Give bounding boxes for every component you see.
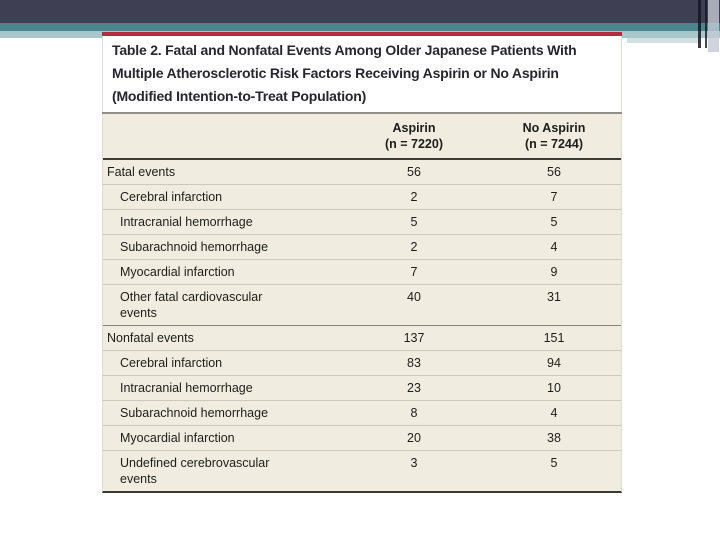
- column-header-aspirin: Aspirin (n = 7220): [384, 121, 443, 151]
- table-row: Cerebral infarction 2 7: [103, 184, 621, 209]
- table-row: Intracranial hemorrhage 23 10: [103, 375, 621, 400]
- table-red-accent-rule: [102, 32, 622, 36]
- row-value-no-aspirin: 4: [550, 406, 558, 420]
- row-value-no-aspirin: 94: [547, 356, 561, 370]
- row-label: Cerebral infarction: [120, 356, 223, 370]
- row-value-no-aspirin: 38: [547, 431, 561, 445]
- table-header-row: Aspirin (n = 7220) No Aspirin (n = 7244): [103, 114, 621, 160]
- row-label: Myocardial infarction: [120, 265, 235, 279]
- row-value-aspirin: 3: [410, 456, 418, 470]
- row-label: Subarachnoid hemorrhage: [120, 240, 269, 254]
- row-label: Intracranial hemorrhage: [120, 381, 253, 395]
- row-label: Nonfatal events: [107, 331, 194, 345]
- row-label: Fatal events: [107, 165, 176, 179]
- row-label: Myocardial infarction: [120, 431, 235, 445]
- table-title: Table 2. Fatal and Nonfatal Events Among…: [102, 36, 622, 112]
- secondary-accent-stripe: [627, 38, 699, 43]
- row-value-no-aspirin: 5: [550, 456, 558, 470]
- row-value-aspirin: 83: [407, 356, 421, 370]
- table-figure: Table 2. Fatal and Nonfatal Events Among…: [102, 32, 622, 493]
- row-label: Subarachnoid hemorrhage: [120, 406, 269, 420]
- slide-top-bar: [0, 0, 720, 23]
- row-value-no-aspirin: 4: [550, 240, 558, 254]
- table-row: Subarachnoid hemorrhage 2 4: [103, 234, 621, 259]
- table-row: Fatal events 56 56: [103, 160, 621, 184]
- row-label: Cerebral infarction: [120, 190, 223, 204]
- row-value-aspirin: 8: [410, 406, 418, 420]
- table-row: Undefined cerebrovascular events 3 5: [103, 450, 621, 491]
- row-value-aspirin: 137: [403, 331, 425, 345]
- table-row: Other fatal cardiovascular events 40 31: [103, 284, 621, 325]
- table-body: Fatal events 56 56 Cerebral infarction 2…: [103, 160, 621, 491]
- row-value-aspirin: 23: [407, 381, 421, 395]
- row-value-aspirin: 7: [410, 265, 418, 279]
- row-value-aspirin: 5: [410, 215, 418, 229]
- row-value-no-aspirin: 56: [547, 165, 561, 179]
- row-value-no-aspirin: 9: [550, 265, 558, 279]
- row-value-no-aspirin: 31: [547, 290, 561, 304]
- row-value-no-aspirin: 10: [547, 381, 561, 395]
- table-row: Intracranial hemorrhage 5 5: [103, 209, 621, 234]
- table-row: Myocardial infarction 20 38: [103, 425, 621, 450]
- row-label: Intracranial hemorrhage: [120, 215, 253, 229]
- vertical-accent-line: [705, 0, 707, 48]
- row-label: Other fatal cardiovascular events: [120, 290, 263, 320]
- row-value-aspirin: 56: [407, 165, 421, 179]
- header-spacer: [103, 120, 341, 152]
- table-row: Nonfatal events 137 151: [103, 325, 621, 350]
- row-value-aspirin: 20: [407, 431, 421, 445]
- teal-accent-stripe: [0, 23, 720, 31]
- row-value-no-aspirin: 151: [543, 331, 565, 345]
- title-divider-rule: [102, 112, 622, 114]
- row-label: Undefined cerebrovascular events: [120, 456, 270, 486]
- data-table: Aspirin (n = 7220) No Aspirin (n = 7244)…: [102, 114, 622, 493]
- row-value-no-aspirin: 5: [550, 215, 558, 229]
- table-row: Subarachnoid hemorrhage 8 4: [103, 400, 621, 425]
- row-value-aspirin: 2: [410, 240, 418, 254]
- vertical-accent-line: [698, 0, 701, 48]
- row-value-aspirin: 40: [407, 290, 421, 304]
- column-header-no-aspirin: No Aspirin (n = 7244): [522, 121, 586, 151]
- row-value-no-aspirin: 7: [550, 190, 558, 204]
- table-row: Myocardial infarction 7 9: [103, 259, 621, 284]
- row-value-aspirin: 2: [410, 190, 418, 204]
- vertical-accent-band: [708, 0, 719, 52]
- table-row: Cerebral infarction 83 94: [103, 350, 621, 375]
